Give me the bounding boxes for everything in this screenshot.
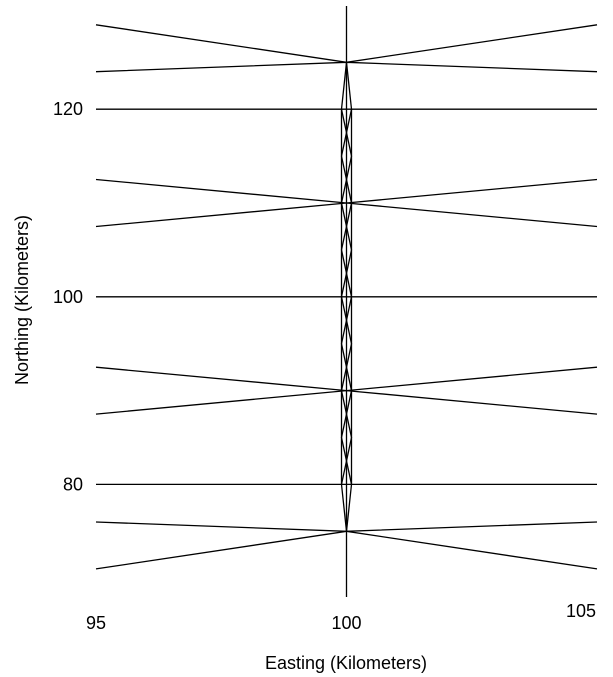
y-axis-title: Northing (Kilometers) xyxy=(12,215,32,385)
x-axis-title: Easting (Kilometers) xyxy=(265,653,427,673)
x-tick-label-95: 95 xyxy=(86,613,106,633)
x-tick-label-100: 100 xyxy=(331,613,361,633)
series-line-8 xyxy=(95,366,598,392)
series-layer xyxy=(95,6,598,597)
x-tick-label-105: 105 xyxy=(566,601,596,621)
y-tick-label-80: 80 xyxy=(63,474,83,494)
series-line-14 xyxy=(340,109,353,485)
y-tick-label-100: 100 xyxy=(53,287,83,307)
series-line-15 xyxy=(340,109,353,485)
tick-layer: 95 100 105 80 100 120 xyxy=(53,99,596,633)
series-line-10 xyxy=(95,178,598,204)
y-tick-label-120: 120 xyxy=(53,99,83,119)
